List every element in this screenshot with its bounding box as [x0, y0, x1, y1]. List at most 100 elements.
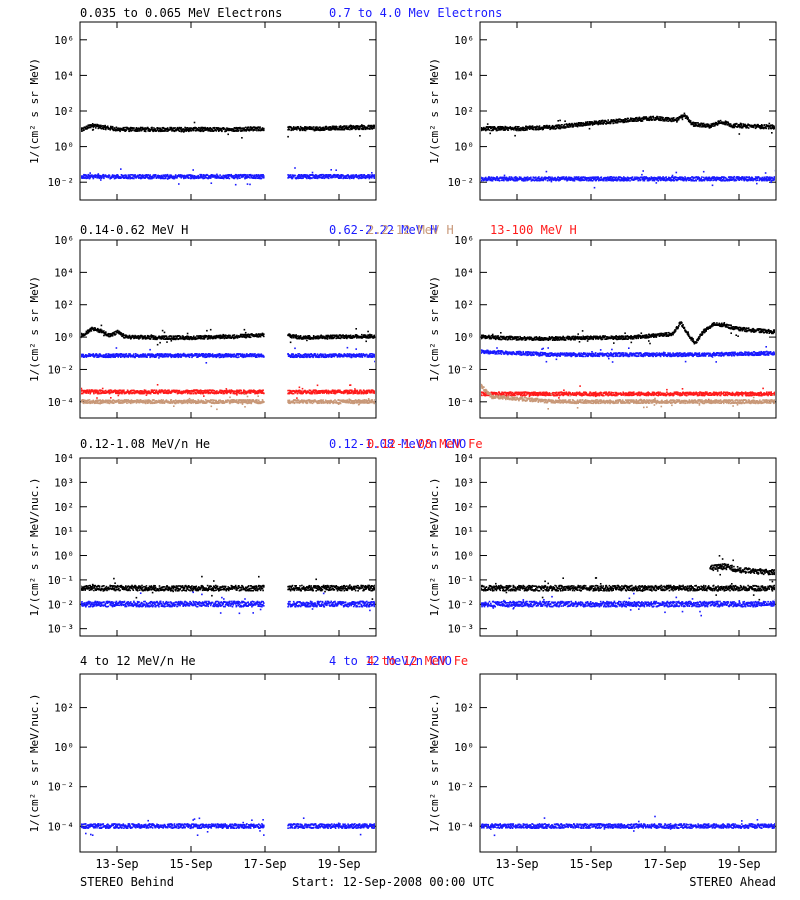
data-point	[246, 335, 248, 338]
data-point	[185, 130, 188, 132]
data-point	[149, 353, 152, 355]
data-point	[133, 176, 136, 178]
data-point	[738, 123, 741, 126]
data-point	[374, 127, 375, 129]
data-point	[321, 177, 324, 179]
data-point	[542, 179, 544, 182]
data-point	[258, 177, 261, 180]
data-point	[299, 336, 302, 338]
data-point	[766, 178, 768, 180]
data-point	[367, 174, 369, 176]
data-point	[761, 125, 764, 127]
data-point	[729, 179, 732, 181]
data-point	[100, 179, 102, 181]
y-tick-label: 10⁴	[54, 266, 74, 279]
data-point	[746, 178, 748, 181]
data-point	[87, 177, 90, 179]
data-point	[760, 124, 762, 127]
data-point	[141, 356, 144, 358]
data-point	[719, 119, 722, 122]
data-point	[715, 179, 717, 182]
data-point	[262, 174, 264, 176]
data-point	[686, 178, 688, 181]
data-point	[716, 124, 719, 126]
data-point	[309, 336, 311, 338]
data-point	[197, 174, 199, 177]
data-point	[736, 122, 738, 125]
data-point	[339, 125, 342, 127]
data-point	[344, 176, 346, 179]
data-point	[622, 178, 624, 181]
data-point	[568, 122, 571, 125]
data-point	[655, 177, 658, 179]
data-point	[675, 176, 678, 179]
data-point	[619, 176, 622, 179]
data-point	[724, 179, 726, 182]
data-point	[214, 174, 216, 177]
data-point	[226, 335, 228, 337]
data-point	[166, 174, 169, 177]
data-point	[583, 179, 586, 181]
data-point	[757, 176, 760, 178]
data-point	[100, 354, 102, 356]
data-point	[183, 174, 186, 177]
data-point	[747, 127, 750, 129]
data-point	[571, 177, 574, 180]
data-point	[701, 176, 703, 178]
data-point	[623, 177, 626, 179]
data-point	[178, 183, 180, 185]
data-point	[164, 177, 167, 179]
data-point	[591, 123, 593, 125]
data-point	[671, 176, 673, 179]
data-point	[702, 170, 705, 173]
data-point	[661, 118, 664, 120]
data-point	[123, 177, 126, 179]
data-point	[324, 128, 326, 131]
data-point	[139, 176, 142, 179]
data-point	[663, 118, 665, 121]
data-point	[168, 336, 170, 338]
data-point	[289, 174, 292, 176]
data-point	[359, 176, 361, 179]
data-point	[215, 176, 218, 178]
data-point	[370, 175, 372, 178]
data-point	[594, 121, 596, 124]
data-point	[160, 355, 163, 358]
data-point	[81, 130, 83, 132]
data-point	[169, 128, 172, 131]
data-point	[188, 127, 191, 129]
y-axis-label: 1/(cm² s sr MeV)	[428, 58, 441, 164]
data-point	[721, 122, 724, 125]
data-point	[526, 127, 528, 130]
data-point	[161, 130, 164, 132]
data-point	[590, 178, 593, 181]
data-point	[344, 127, 347, 130]
data-point	[704, 126, 707, 128]
data-point	[233, 174, 236, 177]
data-point	[83, 175, 85, 178]
data-point	[249, 336, 252, 338]
data-point	[683, 112, 686, 115]
data-point	[668, 118, 671, 120]
data-point	[134, 175, 136, 177]
data-point	[520, 176, 522, 179]
data-point	[706, 177, 709, 180]
data-point	[351, 335, 353, 338]
data-point	[714, 179, 716, 181]
data-point	[203, 177, 206, 180]
data-point	[209, 177, 212, 179]
data-point	[96, 177, 99, 179]
data-point	[307, 174, 309, 177]
data-point	[248, 336, 250, 338]
data-point	[178, 335, 181, 337]
data-point	[657, 176, 659, 178]
data-point	[296, 128, 298, 131]
data-point	[343, 128, 346, 130]
data-point	[696, 178, 699, 181]
data-point	[571, 123, 573, 125]
data-point	[563, 124, 565, 127]
data-point	[366, 335, 369, 338]
data-point	[94, 123, 96, 126]
data-point	[607, 119, 609, 121]
